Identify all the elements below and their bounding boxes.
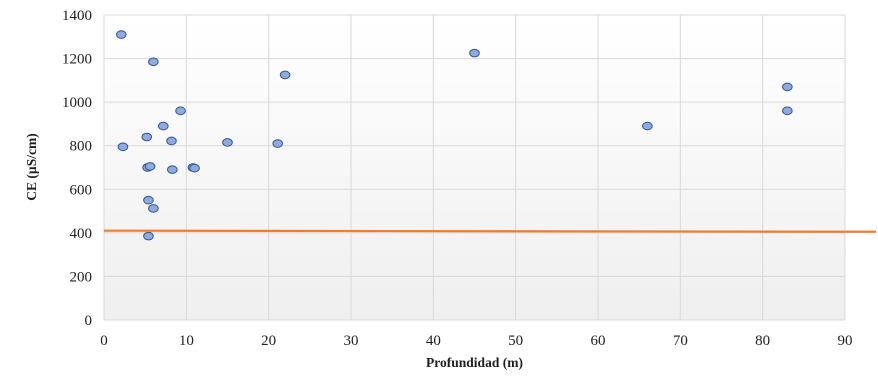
data-point	[782, 106, 793, 116]
plot-area	[104, 15, 845, 320]
x-tick-label: 70	[673, 333, 688, 349]
x-tick-label: 90	[838, 333, 853, 349]
x-tick-label: 40	[426, 333, 441, 349]
data-point	[189, 163, 200, 173]
data-point	[148, 204, 159, 213]
x-tick-label: 0	[100, 333, 108, 349]
data-point	[141, 132, 153, 142]
data-point	[143, 195, 154, 205]
y-tick-label: 0	[85, 313, 93, 329]
data-point	[279, 70, 291, 80]
data-point	[157, 121, 169, 131]
reference-line	[104, 229, 876, 233]
gridlines	[103, 14, 846, 321]
data-point	[469, 48, 480, 58]
data-points	[115, 30, 793, 241]
y-tick-label: 600	[70, 182, 93, 198]
data-point	[167, 165, 178, 174]
y-tick-label: 200	[70, 269, 93, 285]
data-point	[175, 106, 186, 116]
data-point	[166, 136, 177, 146]
data-point	[272, 139, 284, 148]
y-tick-labels: 0 200 400 600 800 1000 1200 1400	[62, 8, 92, 329]
x-tick-labels: 0 10 20 30 40 50 60 70 80 90	[100, 333, 852, 349]
data-point	[143, 231, 154, 241]
reference-line-group	[104, 229, 876, 233]
x-tick-label: 80	[755, 333, 770, 349]
data-point	[117, 142, 129, 152]
data-point	[782, 82, 793, 92]
data-point	[144, 162, 156, 171]
x-tick-label: 30	[344, 333, 359, 349]
y-tick-label: 1400	[62, 8, 92, 24]
x-tick-label: 20	[261, 333, 276, 349]
data-point	[115, 30, 127, 39]
x-tick-label: 10	[179, 333, 194, 349]
x-axis-title: Profundidad (m)	[426, 355, 523, 370]
data-point	[642, 121, 653, 131]
x-tick-label: 50	[508, 333, 523, 349]
y-tick-label: 400	[70, 226, 93, 242]
x-tick-label: 60	[591, 333, 606, 349]
data-point	[148, 57, 159, 67]
data-point	[222, 138, 233, 147]
y-tick-label: 800	[70, 139, 93, 155]
y-axis-title: CE (µS/cm)	[24, 133, 39, 200]
y-tick-label: 1000	[62, 95, 92, 111]
y-tick-label: 1200	[62, 52, 92, 68]
